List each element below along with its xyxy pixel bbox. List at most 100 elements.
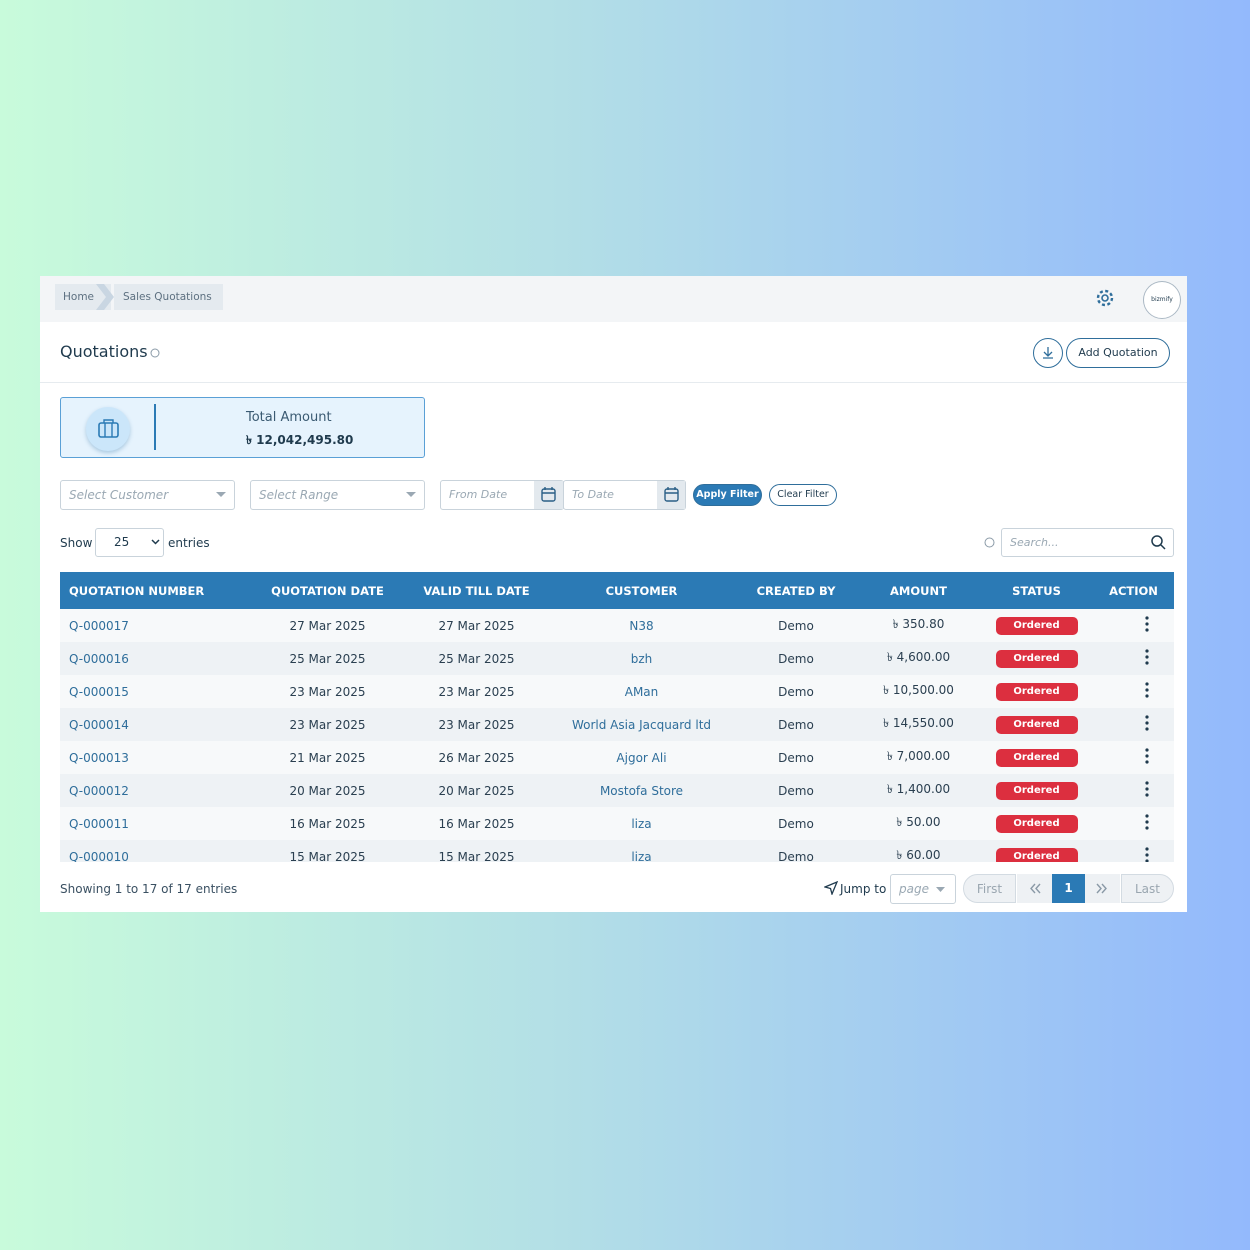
from-date-input[interactable]: From Date — [440, 480, 564, 510]
action-cell — [1093, 642, 1174, 675]
page-title: Quotations — [60, 342, 148, 361]
apply-filter-button[interactable]: Apply Filter — [693, 484, 762, 506]
dot — [1145, 760, 1149, 764]
quotation-number[interactable]: Q-000014 — [60, 708, 250, 741]
jump-page-select[interactable]: page — [890, 874, 956, 904]
customer[interactable]: liza — [548, 807, 735, 840]
quotation-number[interactable]: Q-000017 — [60, 609, 250, 642]
table-row: Q-000011 16 Mar 2025 16 Mar 2025 liza Demo ৳ … — [60, 807, 1174, 840]
customer[interactable]: liza — [548, 840, 735, 862]
prev-page-button[interactable] — [1017, 874, 1052, 903]
add-quotation-button[interactable]: Add Quotation — [1066, 338, 1170, 368]
action-menu[interactable] — [1144, 715, 1150, 731]
dot — [1145, 688, 1149, 692]
action-menu[interactable] — [1144, 847, 1150, 862]
calendar-button[interactable] — [657, 481, 685, 509]
action-menu[interactable] — [1144, 748, 1150, 764]
summary-icon — [86, 407, 130, 451]
current-page-button[interactable]: 1 — [1052, 874, 1085, 903]
column-header: ACTION — [1093, 572, 1174, 609]
customer[interactable]: N38 — [548, 609, 735, 642]
quotation-number[interactable]: Q-000013 — [60, 741, 250, 774]
action-menu[interactable] — [1144, 649, 1150, 665]
action-cell — [1093, 708, 1174, 741]
column-header: QUOTATION NUMBER — [60, 572, 250, 609]
amount: ৳ 4,600.00 — [857, 642, 980, 675]
table-row: Q-000017 27 Mar 2025 27 Mar 2025 N38 Demo ৳ 3… — [60, 609, 1174, 642]
action-menu[interactable] — [1144, 781, 1150, 797]
first-page-button[interactable]: First — [963, 874, 1016, 903]
clear-filter-button[interactable]: Clear Filter — [769, 484, 837, 506]
customer[interactable]: World Asia Jacquard ltd — [548, 708, 735, 741]
status-badge: Ordered — [995, 814, 1078, 833]
quotation-number[interactable]: Q-000010 — [60, 840, 250, 862]
column-header: STATUS — [980, 572, 1093, 609]
created-by: Demo — [735, 840, 857, 862]
summary-card: Total Amount ৳ 12,042,495.80 — [60, 397, 425, 458]
breadcrumb-current: Sales Quotations — [114, 284, 223, 310]
panel: Home Sales Quotations bizmify Quotations… — [40, 276, 1187, 912]
dropdown-arrow — [151, 539, 160, 545]
valid-till-date: 26 Mar 2025 — [405, 741, 548, 774]
range-select[interactable]: Select Range — [250, 480, 425, 510]
dot — [1145, 616, 1149, 620]
help-icon — [984, 537, 995, 548]
dropdown-arrow — [216, 492, 226, 497]
dot — [1145, 787, 1149, 791]
dot — [1145, 721, 1149, 725]
status-cell: Ordered — [980, 609, 1093, 642]
quotation-date: 23 Mar 2025 — [250, 708, 405, 741]
dot — [1145, 793, 1149, 797]
quotation-date: 25 Mar 2025 — [250, 642, 405, 675]
entries-label: entries — [168, 536, 210, 550]
created-by: Demo — [735, 708, 857, 741]
table-info: Showing 1 to 17 of 17 entries — [60, 882, 238, 896]
calendar-button[interactable] — [534, 481, 563, 509]
dot — [1145, 622, 1149, 626]
customer[interactable]: bzh — [548, 642, 735, 675]
amount: ৳ 50.00 — [857, 807, 980, 840]
column-header: AMOUNT — [857, 572, 980, 609]
show-label: Show — [60, 536, 93, 550]
table-row: Q-000015 23 Mar 2025 23 Mar 2025 AMan Demo ৳ … — [60, 675, 1174, 708]
created-by: Demo — [735, 774, 857, 807]
table-row: Q-000012 20 Mar 2025 20 Mar 2025 Mostofa St… — [60, 774, 1174, 807]
next-page-button[interactable] — [1085, 874, 1120, 903]
download-button[interactable] — [1033, 338, 1063, 368]
last-page-button[interactable]: Last — [1121, 874, 1174, 903]
amount: ৳ 14,550.00 — [857, 708, 980, 741]
action-menu[interactable] — [1144, 616, 1150, 632]
customer[interactable]: Mostofa Store — [548, 774, 735, 807]
status-badge: Ordered — [995, 649, 1078, 668]
status-cell: Ordered — [980, 807, 1093, 840]
quotation-number[interactable]: Q-000011 — [60, 807, 250, 840]
avatar[interactable]: bizmify — [1144, 282, 1180, 318]
action-cell — [1093, 807, 1174, 840]
dot — [1145, 661, 1149, 665]
valid-till-date: 16 Mar 2025 — [405, 807, 548, 840]
valid-till-date: 23 Mar 2025 — [405, 708, 548, 741]
action-menu[interactable] — [1144, 682, 1150, 698]
customer[interactable]: AMan — [548, 675, 735, 708]
dot — [1145, 814, 1149, 818]
action-menu[interactable] — [1144, 814, 1150, 830]
column-header: VALID TILL DATE — [405, 572, 548, 609]
quotation-number[interactable]: Q-000012 — [60, 774, 250, 807]
quotation-date: 23 Mar 2025 — [250, 675, 405, 708]
quotation-number[interactable]: Q-000015 — [60, 675, 250, 708]
customer[interactable]: Ajgor Ali — [548, 741, 735, 774]
page-length-select[interactable]: 25 — [95, 528, 164, 557]
settings-icon[interactable] — [1095, 288, 1115, 308]
dot — [1145, 682, 1149, 686]
table-row: Q-000013 21 Mar 2025 26 Mar 2025 Ajgor Ali D… — [60, 741, 1174, 774]
search-input[interactable]: Search... — [1001, 528, 1174, 557]
quotation-date: 20 Mar 2025 — [250, 774, 405, 807]
amount: ৳ 60.00 — [857, 840, 980, 862]
status-badge: Ordered — [995, 781, 1078, 800]
amount: ৳ 350.80 — [857, 609, 980, 642]
dot — [1145, 826, 1149, 830]
quotation-number[interactable]: Q-000016 — [60, 642, 250, 675]
column-header: QUOTATION DATE — [250, 572, 405, 609]
customer-select[interactable]: Select Customer — [60, 480, 235, 510]
